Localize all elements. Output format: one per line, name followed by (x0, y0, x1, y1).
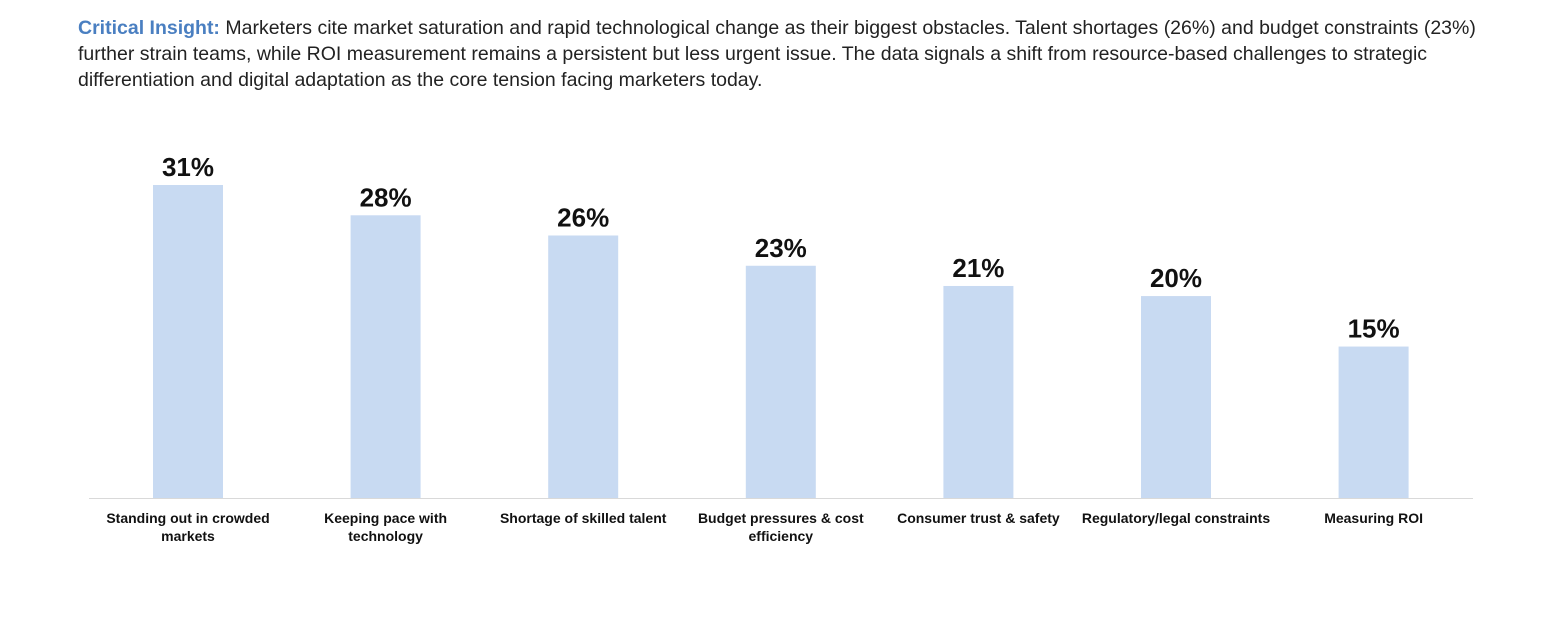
bar (548, 235, 619, 498)
insight-lead: Critical Insight: (78, 17, 220, 39)
bar-group (153, 185, 1409, 498)
category-label: Keeping pace with technology (324, 510, 447, 544)
bar (745, 265, 816, 498)
value-label: 21% (952, 253, 1004, 283)
category-label-line: technology (348, 528, 423, 544)
category-label-line: markets (161, 528, 215, 544)
category-label-line: efficiency (749, 528, 814, 544)
value-label: 15% (1348, 314, 1400, 344)
category-label: Measuring ROI (1324, 510, 1423, 526)
category-label: Budget pressures & cost efficiency (698, 510, 864, 544)
value-label: 28% (360, 182, 412, 212)
category-label-line: Shortage of skilled talent (500, 510, 667, 526)
category-label: Consumer trust & safety (897, 510, 1060, 526)
value-label: 23% (755, 233, 807, 263)
category-label-line: Regulatory/legal constraints (1082, 510, 1270, 526)
category-label: Standing out in crowded markets (106, 510, 269, 544)
value-label: 26% (557, 202, 609, 232)
value-label: 20% (1150, 263, 1202, 293)
value-label: 31% (162, 152, 214, 182)
bar (1338, 346, 1409, 498)
category-label-line: Measuring ROI (1324, 510, 1423, 526)
category-label-group: Standing out in crowded markets Keeping pa… (106, 510, 1423, 544)
bar (153, 185, 223, 498)
insight-text: Marketers cite market saturation and rap… (78, 17, 1476, 91)
category-label-line: Budget pressures & cost (698, 510, 864, 526)
category-label: Regulatory/legal constraints (1082, 510, 1270, 526)
bar-chart: 31% 28% 26% 23% 21% 20% 15% Standing out in cr… (89, 152, 1473, 544)
insight-paragraph: Critical Insight: Marketers cite market … (78, 15, 1478, 93)
bar (350, 215, 421, 498)
bar (943, 285, 1014, 498)
category-label-line: Keeping pace with (324, 510, 447, 526)
category-label: Shortage of skilled talent (500, 510, 667, 526)
category-label-line: Standing out in crowded (106, 510, 269, 526)
bar (1141, 296, 1211, 498)
value-label-group: 31% 28% 26% 23% 21% 20% 15% (162, 152, 1400, 344)
category-label-line: Consumer trust & safety (897, 510, 1060, 526)
